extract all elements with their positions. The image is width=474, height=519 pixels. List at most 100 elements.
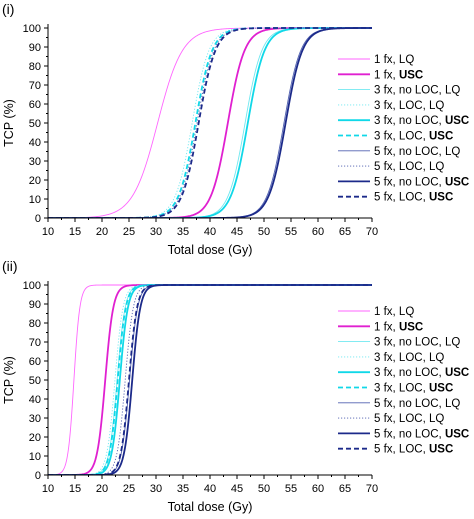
legend-text: 3 fx, LOC, LQ [374,100,444,112]
series-group [48,27,372,218]
series-group [48,284,372,475]
series-line-10 [48,27,372,218]
legend-entry: 3 fx, no LOC, USC [374,367,469,379]
y-tick-label: 60 [29,99,41,111]
legend-text-bold: USC [429,192,453,204]
y-tick-label: 50 [29,375,41,387]
y-axis-label: TCP (%) [2,356,16,404]
y-tick-label: 20 [29,175,41,187]
x-tick-label: 45 [231,226,243,238]
legend-text: 5 fx, LOC, [374,444,429,456]
y-axis-label: TCP (%) [2,99,16,147]
y-tick-label: 60 [29,356,41,368]
x-tick-label: 10 [42,226,54,238]
legend-entry: 3 fx, LOC, LQ [374,100,444,112]
x-tick-label: 35 [177,483,189,495]
legend-entry: 5 fx, LOC, LQ [374,161,444,173]
x-tick-label: 20 [96,226,108,238]
legend: 1 fx, LQ 1 fx, USC 3 fx, no LOC, LQ 3 fx, L… [338,54,469,204]
legend-text: 5 fx, LOC, LQ [374,413,444,425]
legend-text: 1 fx, LQ [374,306,414,318]
x-tick-label: 55 [285,226,297,238]
y-tick-label: 40 [29,137,41,149]
legend-entry: 1 fx, LQ [374,306,414,318]
legend-text-bold: USC [445,367,469,379]
legend-entry: 3 fx, LOC, LQ [374,352,444,364]
legend-text: 3 fx, LOC, [374,131,429,143]
legend-entry: 5 fx, no LOC, USC [374,176,469,188]
legend-text: 1 fx, [374,321,399,333]
legend-text: 3 fx, LOC, [374,383,429,395]
panel-label: (ii) [2,258,18,274]
series-line-8 [48,27,372,218]
y-tick-label: 90 [29,42,41,54]
legend-entry: 5 fx, LOC, USC [374,444,453,456]
series-line-6 [48,27,372,218]
legend-entry: 1 fx, LQ [374,54,414,66]
x-tick-label: 45 [231,483,243,495]
legend-entry: 5 fx, no LOC, LQ [374,146,460,158]
legend-entry: 3 fx, no LOC, USC [374,115,469,127]
legend-text: 5 fx, LOC, LQ [374,161,444,173]
y-tick-label: 90 [29,299,41,311]
x-tick-label: 60 [312,226,324,238]
legend-entry: 3 fx, no LOC, LQ [374,337,460,349]
y-tick-label: 10 [29,194,41,206]
legend-text-bold: USC [399,321,423,333]
legend-entry: 1 fx, USC [374,321,423,333]
y-tick-label: 80 [29,61,41,73]
legend: 1 fx, LQ 1 fx, USC 3 fx, no LOC, LQ 3 fx, L… [338,306,469,456]
legend-entry: 3 fx, LOC, USC [374,383,453,395]
y-tick-label: 100 [23,23,41,35]
x-tick-label: 15 [69,226,81,238]
legend-entry: 5 fx, no LOC, LQ [374,398,460,410]
x-tick-label: 60 [312,483,324,495]
x-tick-label: 70 [366,483,378,495]
series-line-4 [48,284,372,475]
legend-text: 5 fx, no LOC, LQ [374,146,460,158]
series-line-2 [48,284,372,475]
legend-text-bold: USC [429,131,453,143]
y-tick-label: 20 [29,432,41,444]
series-line-4 [48,27,372,218]
legend-entry: 3 fx, LOC, USC [374,131,453,143]
y-tick-label: 40 [29,394,41,406]
x-tick-label: 70 [366,226,378,238]
legend-text: 3 fx, no LOC, [374,115,445,127]
series-line-1 [48,284,372,475]
panel-label: (i) [2,1,14,17]
series-line-3 [48,284,372,475]
x-tick-label: 10 [42,483,54,495]
legend-text: 3 fx, LOC, LQ [374,352,444,364]
series-line-5 [48,284,372,475]
legend-text-bold: USC [429,444,453,456]
x-tick-label: 40 [204,483,216,495]
x-tick-label: 20 [96,483,108,495]
x-tick-label: 35 [177,226,189,238]
series-line-8 [48,284,372,475]
legend-entry: 5 fx, no LOC, USC [374,428,469,440]
legend-entry: 5 fx, LOC, USC [374,192,453,204]
legend-text-bold: USC [445,115,469,127]
y-tick-label: 70 [29,80,41,92]
y-tick-label: 30 [29,156,41,168]
y-tick-label: 10 [29,451,41,463]
legend-text: 5 fx, no LOC, LQ [374,398,460,410]
x-tick-label: 50 [258,226,270,238]
y-tick-label: 30 [29,413,41,425]
x-tick-label: 25 [123,483,135,495]
series-line-7 [48,284,372,475]
y-tick-label: 0 [35,213,41,225]
legend-text-bold: USC [429,383,453,395]
legend-text: 5 fx, no LOC, [374,176,445,188]
x-tick-label: 15 [69,483,81,495]
x-tick-label: 30 [150,483,162,495]
series-line-10 [48,284,372,475]
legend-text: 1 fx, [374,69,399,81]
x-tick-label: 65 [339,483,351,495]
series-line-9 [48,284,372,475]
legend-entry: 5 fx, LOC, LQ [374,413,444,425]
x-tick-label: 55 [285,483,297,495]
legend-entry: 1 fx, USC [374,69,423,81]
